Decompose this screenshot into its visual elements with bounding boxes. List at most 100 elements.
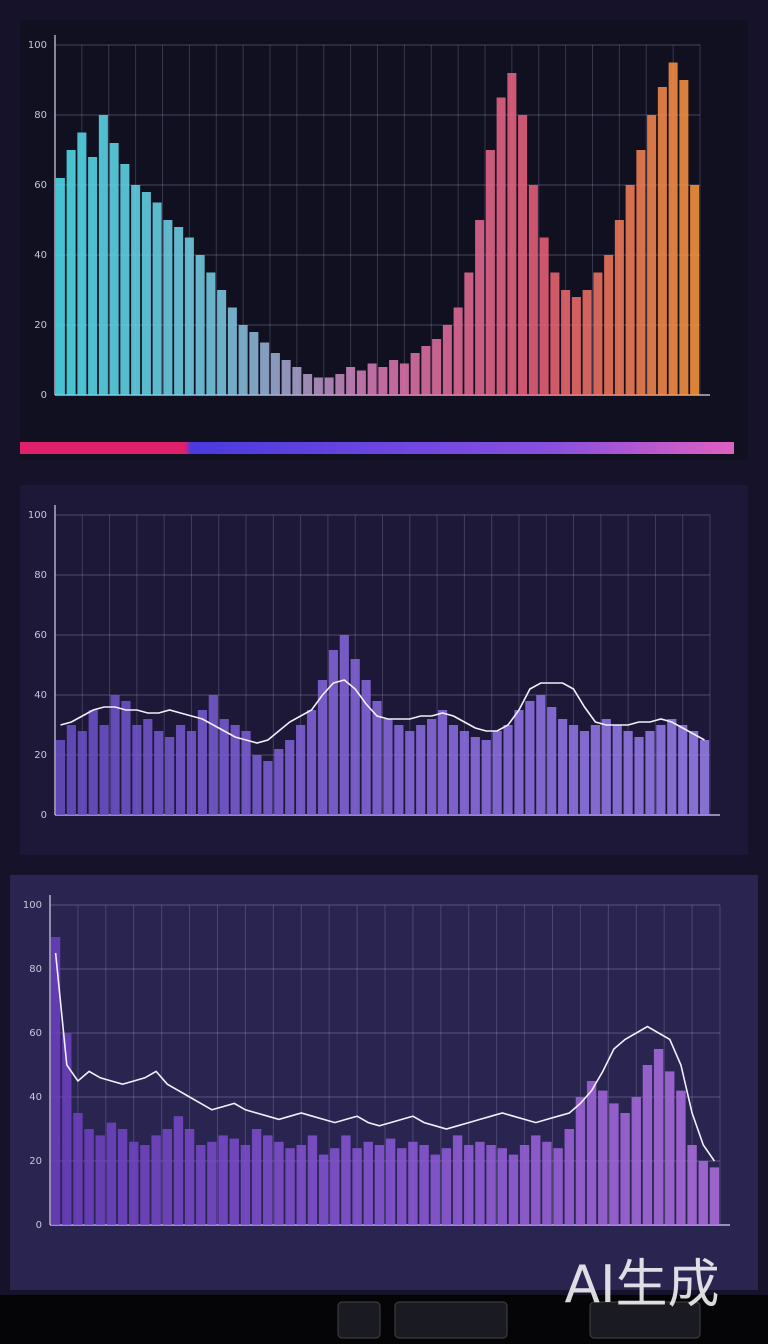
bar bbox=[383, 719, 393, 815]
y-tick-label: 40 bbox=[29, 1092, 42, 1103]
bar bbox=[219, 719, 229, 815]
bar bbox=[88, 157, 98, 395]
bar bbox=[95, 1135, 105, 1225]
bar bbox=[586, 1081, 597, 1225]
bar bbox=[238, 325, 248, 395]
bar bbox=[260, 342, 270, 395]
bar bbox=[687, 1145, 697, 1225]
bar bbox=[579, 731, 590, 815]
bar bbox=[598, 1090, 608, 1225]
bar bbox=[564, 1129, 574, 1225]
bar bbox=[77, 132, 87, 395]
bar bbox=[542, 1141, 552, 1225]
bar bbox=[207, 1141, 217, 1225]
toolbar-field[interactable] bbox=[394, 1301, 508, 1339]
bar bbox=[399, 363, 409, 395]
bar bbox=[350, 659, 360, 815]
bar bbox=[636, 150, 646, 395]
bar bbox=[519, 1145, 530, 1225]
bar bbox=[665, 1071, 675, 1225]
bar bbox=[151, 1135, 161, 1225]
bar bbox=[656, 725, 666, 815]
bar bbox=[699, 740, 710, 815]
bar bbox=[410, 353, 420, 395]
bar bbox=[281, 360, 291, 395]
bar bbox=[575, 1097, 586, 1225]
bar bbox=[356, 370, 366, 395]
bar bbox=[528, 185, 538, 395]
bar bbox=[441, 1148, 452, 1225]
bar bbox=[240, 1145, 251, 1225]
y-tick-label: 80 bbox=[34, 570, 47, 581]
bar bbox=[653, 1049, 664, 1225]
bar bbox=[453, 307, 463, 395]
bar bbox=[604, 255, 614, 395]
bar bbox=[709, 1167, 720, 1225]
bar bbox=[121, 701, 131, 815]
bar bbox=[385, 1138, 396, 1225]
bar bbox=[263, 761, 273, 815]
bar bbox=[165, 737, 175, 815]
bar bbox=[263, 1135, 273, 1225]
bar bbox=[55, 740, 66, 815]
bar bbox=[77, 731, 87, 815]
bar bbox=[378, 367, 388, 395]
bar bbox=[318, 1154, 329, 1225]
bar bbox=[464, 1145, 474, 1225]
bar bbox=[678, 725, 688, 815]
bar bbox=[251, 1129, 262, 1225]
bar bbox=[475, 1141, 485, 1225]
bar bbox=[110, 695, 120, 815]
toolbar-field[interactable] bbox=[589, 1301, 701, 1339]
bar bbox=[374, 1145, 385, 1225]
bar bbox=[676, 1090, 686, 1225]
bar bbox=[50, 937, 61, 1225]
bar bbox=[421, 346, 431, 395]
bar bbox=[536, 695, 546, 815]
bar bbox=[531, 1135, 541, 1225]
bar bbox=[492, 731, 502, 815]
bar bbox=[99, 725, 109, 815]
bar bbox=[657, 87, 667, 395]
toolbar-button[interactable] bbox=[337, 1301, 381, 1339]
bar bbox=[625, 185, 635, 395]
bar bbox=[175, 725, 186, 815]
bar bbox=[518, 115, 528, 395]
bar bbox=[324, 377, 334, 395]
bar bbox=[218, 1135, 228, 1225]
bar bbox=[442, 325, 452, 395]
bar bbox=[143, 719, 153, 815]
bar bbox=[432, 339, 442, 395]
bar bbox=[306, 710, 317, 815]
bar bbox=[335, 374, 345, 395]
bar bbox=[117, 1129, 128, 1225]
bar bbox=[459, 731, 469, 815]
bar bbox=[162, 1129, 172, 1225]
bar bbox=[73, 1113, 83, 1225]
bar bbox=[448, 725, 459, 815]
bar bbox=[571, 297, 581, 395]
bar bbox=[553, 1148, 563, 1225]
bar bbox=[62, 1033, 72, 1225]
bar bbox=[539, 237, 549, 395]
bar bbox=[689, 731, 699, 815]
bar bbox=[174, 227, 184, 395]
bar bbox=[642, 1065, 653, 1225]
bar bbox=[296, 725, 306, 815]
bar bbox=[328, 650, 338, 815]
bar bbox=[197, 710, 207, 815]
bar bbox=[547, 707, 557, 815]
bar bbox=[292, 367, 302, 395]
bar bbox=[485, 150, 495, 395]
bar bbox=[152, 202, 162, 395]
bar bbox=[419, 1145, 429, 1225]
bar bbox=[609, 1103, 619, 1225]
bar bbox=[217, 290, 227, 395]
y-tick-label: 20 bbox=[34, 750, 47, 761]
bar bbox=[623, 731, 633, 815]
bar bbox=[184, 1129, 195, 1225]
y-tick-label: 100 bbox=[28, 510, 47, 521]
line bbox=[54, 952, 716, 1162]
bar bbox=[437, 710, 448, 815]
bar bbox=[475, 220, 485, 395]
